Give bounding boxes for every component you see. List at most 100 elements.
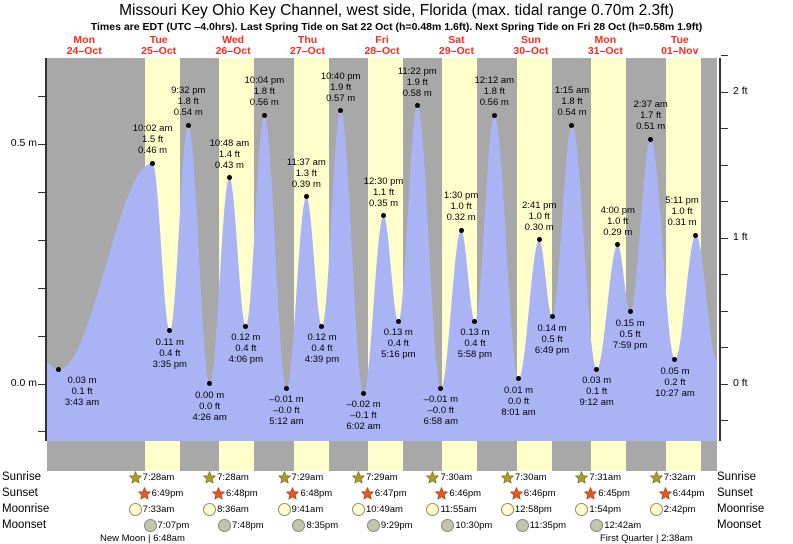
day-header-date: 30–Oct <box>513 45 549 57</box>
low-tide-time: 4:26 am <box>192 411 227 423</box>
bottom-day-night-strip <box>47 441 717 471</box>
moonrise-icon <box>203 503 217 516</box>
low-tide-label: 0.12 m 0.4 ft 4:39 pm <box>287 332 357 365</box>
astro-sunrise-time: 7:28am <box>142 472 175 483</box>
right-axis-tick <box>721 55 728 57</box>
high-tide-time: 12:30 pm <box>363 175 404 187</box>
astro-moonrise-time: 1:54pm <box>589 504 622 515</box>
astro-moonset-time: 12:42am <box>604 520 642 531</box>
low-tide-m: 0.11 m <box>155 336 184 348</box>
left-axis-tick <box>38 383 45 385</box>
astro-sunset-time: 6:46pm <box>523 488 556 499</box>
right-axis-tick <box>721 91 728 93</box>
day-band-bottom-2 <box>219 441 255 471</box>
high-tide-ft: 1.0 ft <box>528 210 550 222</box>
low-tide-time: 6:58 am <box>423 416 458 428</box>
high-tide-label: 4:00 pm 1.0 ft 0.29 m <box>583 205 653 238</box>
high-tide-point <box>491 112 497 118</box>
right-axis-tick <box>721 237 728 239</box>
astro-sunset-time: 6:48pm <box>300 488 333 499</box>
page-subtitle: Times are EDT (UTC –4.0hrs). Last Spring… <box>90 21 703 33</box>
low-tide-point <box>319 323 325 329</box>
high-tide-time: 5:11 pm <box>665 195 699 207</box>
right-axis-tick <box>721 201 728 203</box>
astro-moonset-5: 11:35pm <box>515 519 566 532</box>
astro-moonrise-time: 12:58pm <box>514 504 552 515</box>
left-axis-tick <box>38 287 45 289</box>
high-tide-ft: 1.1 ft <box>372 186 395 198</box>
low-tide-point <box>594 366 600 372</box>
day-header-date: 24–Oct <box>66 45 102 57</box>
astro-row-label-right-moonrise: Moonrise <box>717 503 765 515</box>
low-tide-ft: 0.5 ft <box>619 328 641 340</box>
astro-moonrise-time: 11:55am <box>440 504 477 515</box>
astro-sunrise-5: 7:30am <box>501 471 547 484</box>
low-tide-time: 5:58 pm <box>457 349 493 361</box>
low-tide-label: 0.12 m 0.4 ft 4:06 pm <box>211 332 281 365</box>
astro-moonrise-time: 8:36am <box>217 504 249 515</box>
day-header-5: Sat 29–Oct <box>419 35 493 57</box>
high-tide-m: 0.51 m <box>636 121 666 133</box>
moonset-icon <box>218 519 231 532</box>
astro-sunrise-3: 7:29am <box>352 471 398 484</box>
high-tide-point <box>150 160 156 166</box>
day-header-date: 31–Oct <box>587 45 623 57</box>
day-header-dow: Tue <box>149 34 168 46</box>
astro-moonrise-2: 9:41am <box>277 503 323 516</box>
right-axis-tick-label: 1 ft <box>733 230 748 243</box>
high-tide-time: 2:41 pm <box>522 199 557 211</box>
low-tide-time: 5:12 am <box>269 416 304 428</box>
moonrise-icon <box>352 503 365 516</box>
low-tide-m: –0.01 m <box>269 394 304 406</box>
high-tide-point <box>261 112 267 118</box>
low-tide-time: 8:01 am <box>501 406 536 418</box>
day-header-1: Tue 25–Oct <box>121 35 195 57</box>
high-tide-ft: 1.8 ft <box>483 86 505 98</box>
low-tide-time: 6:02 am <box>346 421 381 433</box>
high-tide-m: 0.58 m <box>402 87 432 99</box>
high-tide-label: 10:04 pm 1.8 ft 0.56 m <box>229 75 299 108</box>
low-tide-time: 5:16 pm <box>381 349 416 361</box>
low-tide-point <box>56 366 62 372</box>
astro-moonset-time: 9:29pm <box>380 520 413 531</box>
astro-moonrise-4: 11:55am <box>426 503 477 516</box>
high-tide-time: 10:02 am <box>132 123 173 135</box>
low-tide-label: 0.13 m 0.4 ft 5:16 pm <box>363 327 433 360</box>
high-tide-m: 0.30 m <box>524 221 554 233</box>
astro-row-label-right-moonset: Moonset <box>717 519 762 531</box>
astro-sunrise-6: 7:31am <box>575 471 621 484</box>
astro-moonrise-7: 2:42pm <box>649 503 695 516</box>
low-tide-ft: 0.4 ft <box>387 338 409 350</box>
low-tide-m: 0.15 m <box>615 317 645 329</box>
high-tide-time: 11:37 am <box>286 156 326 168</box>
astro-sunset-time: 6:45pm <box>598 488 630 499</box>
high-tide-ft: 1.8 ft <box>561 96 583 108</box>
day-header-6: Sun 30–Oct <box>494 35 568 57</box>
high-tide-label: 2:41 pm 1.0 ft 0.30 m <box>504 200 574 233</box>
high-tide-time: 10:40 pm <box>320 70 361 82</box>
astro-moonset-4: 10:30pm <box>441 519 492 532</box>
high-tide-label: 10:40 pm 1.9 ft 0.57 m <box>306 71 376 104</box>
day-header-dow: Mon <box>594 34 617 46</box>
astro-moonrise-time: 7:33am <box>142 504 175 515</box>
moonrise-icon <box>128 503 142 516</box>
astro-moonset-1: 7:48pm <box>218 519 264 532</box>
day-band-bottom-4 <box>367 441 404 471</box>
high-tide-point <box>303 194 309 200</box>
high-tide-m: 0.56 m <box>479 97 509 109</box>
astro-row-label-right-sunrise: Sunrise <box>717 471 756 483</box>
high-tide-label: 11:22 pm 1.9 ft 0.58 m <box>382 66 452 99</box>
high-tide-ft: 1.9 ft <box>330 81 352 93</box>
high-tide-time: 11:22 pm <box>397 65 437 77</box>
low-tide-m: 0.12 m <box>231 332 261 344</box>
moonset-icon <box>515 519 529 532</box>
high-tide-m: 0.43 m <box>214 159 244 171</box>
low-tide-point <box>395 318 401 324</box>
left-axis-tick-label: 0.5 m <box>10 137 37 150</box>
astro-sunrise-1: 7:28am <box>203 471 249 484</box>
high-tide-ft: 1.3 ft <box>295 167 317 179</box>
day-header-dow: Sun <box>520 34 541 46</box>
astro-moonset-3: 9:29pm <box>366 519 413 532</box>
